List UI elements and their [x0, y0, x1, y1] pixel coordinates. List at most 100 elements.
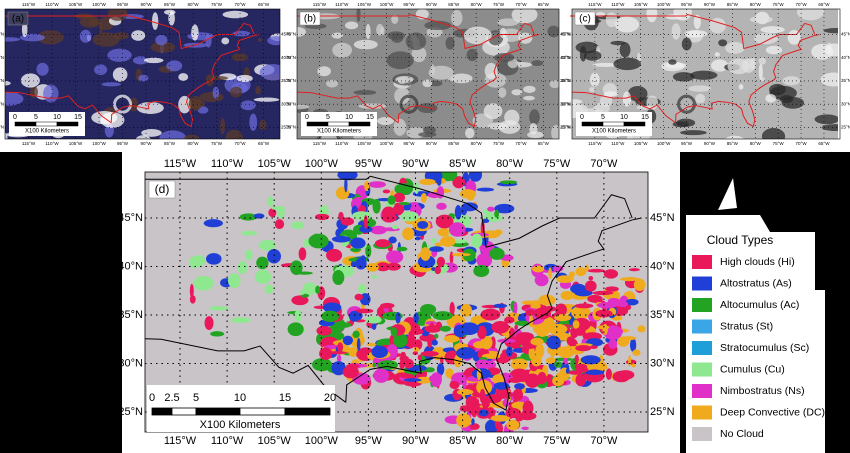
- cloud: [514, 383, 525, 390]
- cloud: [575, 345, 592, 352]
- cloud: [469, 423, 480, 430]
- cloud: [492, 374, 505, 385]
- cloud: [575, 367, 589, 373]
- x-tick-label: 115°W: [313, 2, 327, 7]
- y-tick-label: 30°N: [118, 357, 143, 369]
- cloud: [393, 192, 405, 203]
- cloud: [584, 369, 605, 375]
- cloud: [570, 99, 583, 105]
- cloud: [274, 219, 285, 230]
- y-tick-label: 25°N: [118, 406, 143, 418]
- cloud: [436, 256, 446, 268]
- cloud: [189, 256, 201, 269]
- cloud: [820, 72, 838, 87]
- cloud: [481, 353, 501, 359]
- cloud: [387, 195, 396, 205]
- cloud: [344, 21, 359, 30]
- scale-segment: [602, 121, 625, 127]
- cloud: [257, 37, 263, 43]
- cloud: [151, 12, 159, 30]
- cloud: [141, 128, 162, 137]
- y-tick-label: 30°N: [286, 101, 296, 106]
- cloud: [589, 345, 598, 349]
- cloud: [521, 426, 529, 430]
- legend-swatch: [692, 298, 712, 312]
- cloud: [436, 186, 445, 199]
- cloud: [587, 268, 606, 273]
- cloud: [394, 87, 410, 105]
- cloud: [308, 233, 329, 249]
- cloud: [709, 17, 726, 34]
- cloud: [297, 26, 306, 37]
- cloud: [417, 220, 429, 229]
- cloud: [680, 130, 707, 136]
- cloud: [5, 132, 8, 139]
- x-tick-label: 80°W: [188, 141, 200, 146]
- cloud: [355, 257, 367, 270]
- x-tick-label: 105°W: [357, 141, 371, 146]
- cloud: [627, 85, 648, 102]
- scale-segment: [306, 121, 329, 127]
- x-tick-label: 90°W: [402, 158, 430, 170]
- cloud: [331, 361, 346, 376]
- cloud: [499, 180, 518, 185]
- cloud: [466, 48, 478, 62]
- cloud: [204, 316, 214, 331]
- cloud: [398, 202, 411, 206]
- cloud: [665, 62, 687, 69]
- cloud: [430, 372, 442, 388]
- x-tick-label: 80°W: [750, 141, 762, 146]
- cloud: [220, 117, 226, 135]
- cloud: [758, 63, 763, 81]
- scale-segment: [195, 407, 241, 416]
- x-tick-label: 70°W: [796, 2, 808, 7]
- cloud: [365, 243, 372, 258]
- scale-segment: [151, 407, 173, 416]
- x-tick-label: 100°W: [380, 141, 394, 146]
- x-tick-label: 100°W: [305, 435, 339, 447]
- coastline: [571, 91, 676, 124]
- cloud: [302, 282, 317, 296]
- cloud: [436, 363, 445, 376]
- cloud: [760, 26, 785, 34]
- cloud: [371, 275, 378, 279]
- x-tick-label: 105°W: [69, 141, 83, 146]
- cloud: [628, 268, 640, 272]
- legend-label: Altostratus (As): [720, 277, 792, 289]
- cloud: [319, 347, 333, 360]
- cloud: [236, 74, 253, 83]
- cloud: [495, 391, 513, 399]
- cloud: [428, 65, 454, 80]
- cloud: [225, 129, 243, 139]
- cloud: [363, 215, 368, 229]
- cloud: [393, 333, 408, 348]
- cloud: [497, 338, 516, 344]
- cloud: [480, 335, 493, 350]
- y-tick-label: 40°N: [560, 55, 570, 60]
- cloud: [420, 304, 437, 315]
- cloud: [21, 21, 28, 37]
- cloud: [506, 419, 520, 431]
- cloud: [572, 320, 580, 329]
- x-tick-label: 105°W: [357, 2, 371, 7]
- cloud: [481, 218, 490, 224]
- cloud: [390, 190, 395, 197]
- cloud: [395, 311, 401, 324]
- cloud: [434, 266, 442, 275]
- cloud: [693, 14, 701, 30]
- coastline: [297, 14, 535, 50]
- cloud: [710, 59, 729, 72]
- cloud: [222, 10, 249, 19]
- cloud: [460, 303, 473, 317]
- cloud: [468, 172, 483, 182]
- cloud: [191, 24, 199, 41]
- y-tick-label: 35°N: [560, 78, 570, 83]
- scale-label: 5: [34, 114, 38, 121]
- x-tick-label: 90°W: [704, 2, 716, 7]
- cloud: [332, 270, 345, 286]
- scale-label: 5: [326, 114, 330, 121]
- cloud: [553, 265, 564, 272]
- scale-label: 15: [74, 114, 82, 121]
- cloud: [5, 37, 21, 42]
- cloud: [592, 62, 619, 67]
